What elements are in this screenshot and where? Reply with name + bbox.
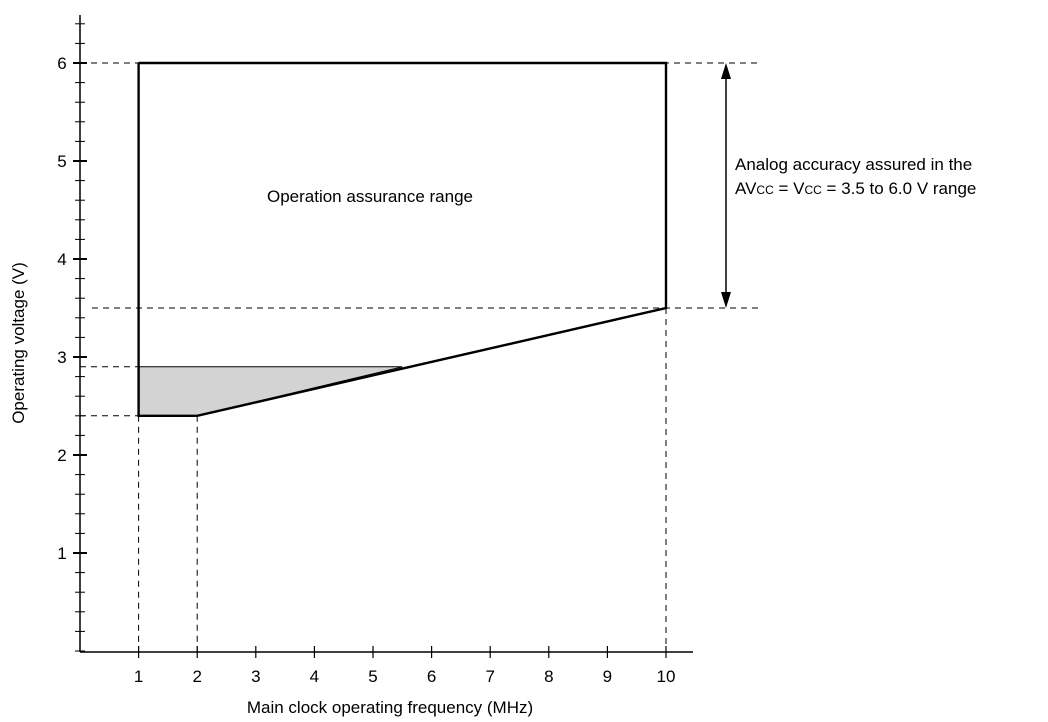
boundary-layer: [137, 61, 668, 417]
x-tick-label: 8: [544, 667, 553, 686]
x-tick-label: 5: [368, 667, 377, 686]
annotation-arrowhead-bottom: [721, 292, 731, 308]
y-tick-label: 2: [57, 446, 66, 465]
y-tick-label: 1: [57, 544, 66, 563]
x-tick-label: 1: [134, 667, 143, 686]
axes: 1 2 3 4 5 6 1 2 3 4 5 6 7 8 9 10: [57, 15, 693, 686]
x-tick-label: 10: [657, 667, 676, 686]
x-tick-label: 2: [192, 667, 201, 686]
annotation-line-2: AVCC = VCC = 3.5 to 6.0 V range: [735, 179, 976, 198]
x-tick-label: 4: [310, 667, 319, 686]
x-tick-label: 6: [427, 667, 436, 686]
y-tick-label: 6: [57, 54, 66, 73]
y-tick-label: 5: [57, 152, 66, 171]
reference-lines: [80, 62, 758, 652]
annotation-arrowhead-top: [721, 63, 731, 79]
y-tick-label: 3: [57, 348, 66, 367]
x-tick-label: 9: [603, 667, 612, 686]
y-tick-label: 4: [57, 250, 66, 269]
x-tick-label: 3: [251, 667, 260, 686]
analog-accuracy-annotation: Analog accuracy assured in the AVCC = VC…: [721, 63, 976, 308]
annotation-line-1: Analog accuracy assured in the: [735, 155, 972, 174]
x-axis-title: Main clock operating frequency (MHz): [247, 698, 533, 717]
shaded-region: [138, 366, 403, 417]
operation-assurance-boundary: [137, 61, 668, 417]
shaded-layer: [138, 366, 403, 417]
x-tick-label: 7: [485, 667, 494, 686]
operation-assurance-range-label: Operation assurance range: [267, 187, 473, 206]
y-axis-title: Operating voltage (V): [9, 262, 28, 424]
